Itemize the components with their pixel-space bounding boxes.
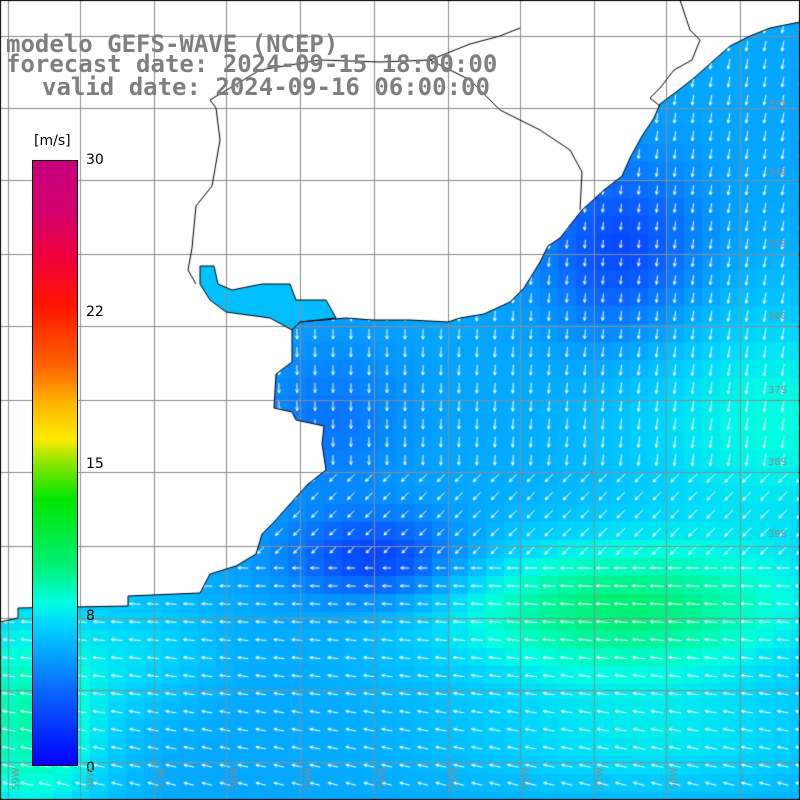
colorbar-tick-22: 22: [86, 304, 104, 320]
lat-label-38s: 38S: [768, 457, 788, 468]
colorbar-tick-0: 0: [86, 760, 95, 776]
colorbar-gradient: [33, 161, 77, 765]
lon-label-56w: 56W: [229, 767, 240, 790]
lat-label-33s: 33S: [768, 99, 788, 110]
colorbar-tick-15: 15: [86, 456, 104, 472]
colorbar-unit: [m/s]: [34, 133, 71, 149]
model-title: modelo GEFS-WAVE (NCEP): [6, 30, 339, 58]
lon-label-55w: 55W: [303, 767, 314, 790]
lon-label-50w: 50W: [669, 767, 680, 790]
lon-label-58w: 58W: [85, 767, 96, 790]
lat-label-39s: 39S: [768, 529, 788, 540]
colorbar-tick-30: 30: [86, 152, 104, 168]
lat-label-35s: 35S: [768, 239, 788, 250]
lat-label-34s: 34S: [768, 167, 788, 178]
lon-label-53w: 53W: [449, 767, 460, 790]
lat-label-36s: 36S: [768, 311, 788, 322]
lon-label-51w: 51W: [595, 767, 606, 790]
lat-label-37s: 37S: [768, 385, 788, 396]
lon-label-57w: 57W: [157, 767, 168, 790]
colorbar-tick-8: 8: [86, 608, 95, 624]
colorbar: [32, 160, 78, 766]
lon-label-52w: 52W: [521, 767, 532, 790]
forecast-date: forecast date: 2024-09-15 18:00:00: [6, 50, 498, 78]
lon-label-59w: 59W: [11, 767, 22, 790]
lon-label-54w: 54W: [377, 767, 388, 790]
valid-date: valid date: 2024-09-16 06:00:00: [42, 73, 490, 101]
